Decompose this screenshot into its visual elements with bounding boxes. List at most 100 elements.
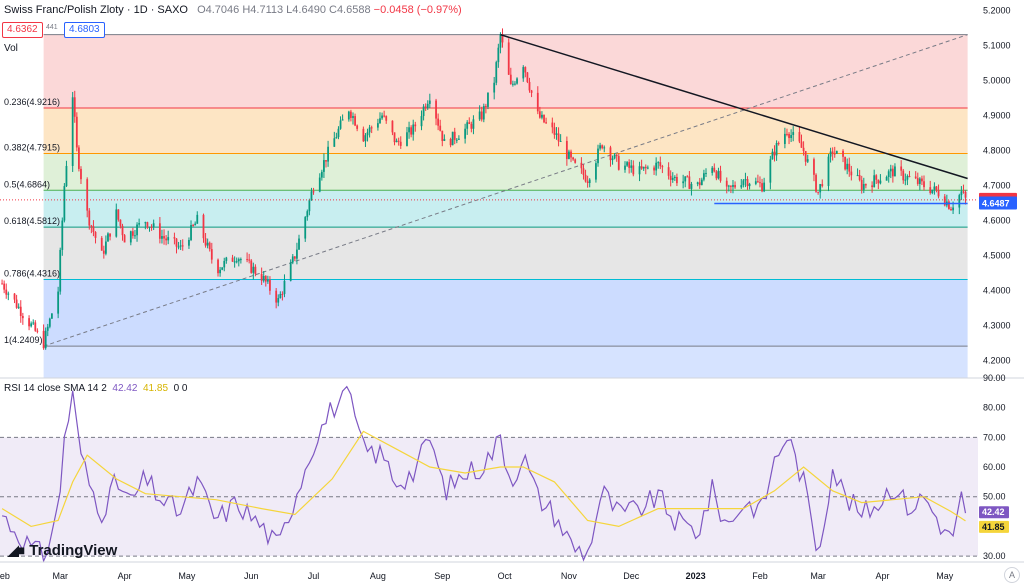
candle-body	[582, 168, 585, 175]
candle-body	[661, 166, 664, 168]
candle-body	[235, 261, 238, 263]
candle-body	[219, 269, 222, 274]
fib-level-label: 0.236(4.9216)	[4, 97, 60, 107]
candle-body	[78, 147, 80, 169]
candle-body	[871, 185, 874, 188]
candle-body	[501, 34, 504, 43]
candle-body	[821, 184, 824, 187]
auto-scale-icon[interactable]: A	[1004, 567, 1020, 583]
candle-body	[914, 176, 917, 179]
candle-body	[194, 223, 197, 226]
candle-body	[188, 239, 190, 246]
candle-body	[144, 222, 147, 224]
rsi-legend[interactable]: RSI 14 close SMA 14 2 42.42 41.85 0 0	[4, 383, 188, 394]
tradingview-logo-icon: ◢■	[8, 542, 25, 558]
candle-body	[470, 123, 473, 129]
candle-body	[640, 166, 643, 169]
symbol-header: Swiss Franc/Polish Zloty · 1D · SAXO O4.…	[4, 4, 462, 16]
candle-body	[385, 116, 388, 121]
candle-body	[775, 143, 778, 156]
candle-body	[408, 127, 410, 133]
candle-body	[746, 179, 749, 187]
candle-body	[59, 249, 62, 292]
low-value: L4.6490	[286, 4, 326, 16]
candle-body	[15, 299, 18, 308]
price-axis-label: 4.4000	[983, 286, 1011, 296]
candle-body	[323, 160, 325, 172]
candle-body	[530, 90, 533, 93]
candle-body	[335, 137, 338, 139]
candle-body	[269, 280, 271, 291]
rsi-axis-label: 70.00	[983, 432, 1006, 442]
candle-body	[190, 224, 192, 240]
fib-level-label: 0.786(4.4316)	[4, 268, 60, 278]
price-axis-label: 4.8000	[983, 146, 1011, 156]
candle-body	[30, 323, 33, 327]
candle-body	[626, 162, 628, 166]
candle-body	[958, 195, 961, 208]
candle-body	[962, 191, 965, 193]
candle-body	[850, 171, 853, 176]
candle-body	[173, 237, 176, 239]
volume-label: Vol	[4, 43, 18, 54]
candle-body	[179, 245, 182, 247]
candle-body	[497, 47, 500, 63]
candle-body	[406, 132, 408, 146]
candle-body	[551, 122, 554, 128]
candle-body	[819, 184, 822, 193]
candle-body	[356, 125, 359, 129]
candle-body	[88, 210, 91, 226]
rsi-last-tag: 42.42	[982, 507, 1005, 517]
candle-body	[393, 132, 396, 143]
candle-body	[426, 103, 429, 109]
candle-body	[281, 293, 284, 295]
candle-body	[545, 122, 548, 124]
rsi-sma-last-tag: 41.85	[982, 522, 1005, 532]
candle-body	[933, 186, 936, 190]
candle-body	[511, 83, 514, 85]
rsi-value: 42.42	[112, 383, 138, 394]
candle-body	[783, 133, 786, 145]
candle-body	[879, 180, 882, 184]
candle-body	[960, 191, 963, 196]
time-axis-label: Sep	[434, 571, 450, 581]
candle-body	[44, 330, 47, 349]
fib-diagonal-line	[43, 34, 968, 347]
symbol-title[interactable]: Swiss Franc/Polish Zloty · 1D · SAXO	[4, 4, 188, 16]
candle-body	[435, 100, 437, 119]
candle-body	[51, 313, 53, 319]
candle-body	[420, 116, 423, 127]
candle-body	[204, 238, 207, 246]
candle-body	[80, 168, 82, 180]
tradingview-logo[interactable]: ◢■ TradingView	[8, 542, 117, 559]
candle-body	[439, 125, 442, 131]
sell-price-button[interactable]: 4.6362	[2, 22, 43, 38]
candle-body	[225, 257, 228, 261]
candle-body	[325, 160, 327, 162]
candle-body	[948, 201, 950, 209]
candle-body	[217, 259, 219, 274]
rsi-sma-last-tag-bg	[979, 520, 1009, 533]
rsi-axis-label: 90.00	[983, 373, 1006, 383]
candle-body	[603, 147, 606, 149]
candle-body	[624, 165, 626, 170]
candle-body	[734, 185, 736, 188]
change-value: −0.0458 (−0.97%)	[373, 4, 462, 16]
price-axis-label: 4.9000	[983, 111, 1011, 121]
candle-body	[397, 140, 400, 142]
candle-body	[931, 189, 934, 193]
candle-body	[509, 74, 512, 84]
candle-body	[21, 316, 24, 319]
candle-body	[906, 176, 909, 180]
candle-body	[71, 97, 74, 166]
candle-body	[676, 177, 678, 184]
candle-body	[717, 170, 720, 179]
candle-body	[210, 249, 213, 260]
candle-body	[740, 185, 743, 188]
buy-price-button[interactable]: 4.6803	[64, 22, 105, 38]
candle-body	[613, 154, 616, 159]
price-axis-label: 4.6000	[983, 216, 1011, 226]
trend-line	[500, 33, 968, 180]
candle-body	[507, 42, 510, 75]
